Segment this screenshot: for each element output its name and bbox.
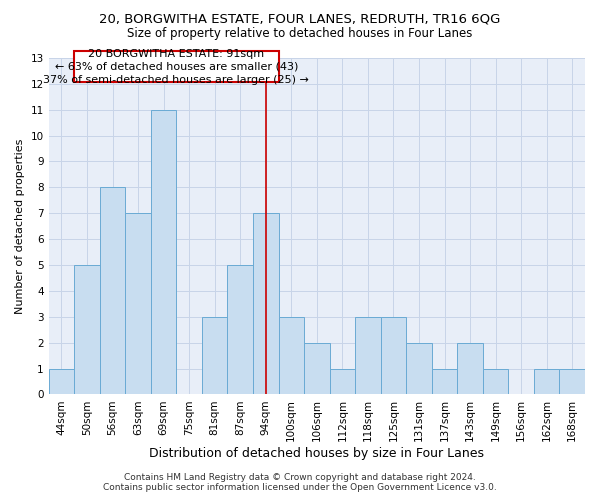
Bar — [227, 265, 253, 394]
Bar — [151, 110, 176, 395]
Bar — [559, 368, 585, 394]
Bar — [483, 368, 508, 394]
Bar — [355, 317, 380, 394]
Bar — [304, 342, 329, 394]
Bar — [100, 188, 125, 394]
Text: Size of property relative to detached houses in Four Lanes: Size of property relative to detached ho… — [127, 28, 473, 40]
Bar — [457, 342, 483, 394]
FancyBboxPatch shape — [74, 52, 278, 82]
Bar — [49, 368, 74, 394]
Text: 20 BORGWITHA ESTATE: 91sqm
← 63% of detached houses are smaller (43)
37% of semi: 20 BORGWITHA ESTATE: 91sqm ← 63% of deta… — [43, 48, 310, 85]
Bar — [329, 368, 355, 394]
Text: Contains HM Land Registry data © Crown copyright and database right 2024.
Contai: Contains HM Land Registry data © Crown c… — [103, 473, 497, 492]
Y-axis label: Number of detached properties: Number of detached properties — [15, 138, 25, 314]
Bar — [534, 368, 559, 394]
Bar — [380, 317, 406, 394]
X-axis label: Distribution of detached houses by size in Four Lanes: Distribution of detached houses by size … — [149, 447, 484, 460]
Bar — [125, 213, 151, 394]
Bar — [253, 213, 278, 394]
Bar — [406, 342, 432, 394]
Text: 20, BORGWITHA ESTATE, FOUR LANES, REDRUTH, TR16 6QG: 20, BORGWITHA ESTATE, FOUR LANES, REDRUT… — [100, 12, 500, 26]
Bar — [74, 265, 100, 394]
Bar — [432, 368, 457, 394]
Bar — [278, 317, 304, 394]
Bar — [202, 317, 227, 394]
